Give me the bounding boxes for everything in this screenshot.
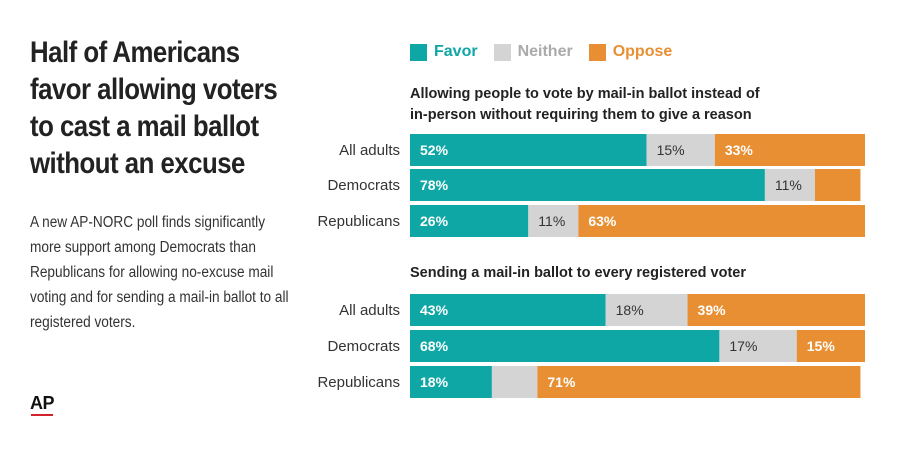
panel-1-bar-all-adults-oppose	[714, 134, 865, 166]
panel-1-category-all-adults: All adults	[339, 142, 400, 159]
legend-item-neither: Neither	[493, 43, 573, 61]
panel-1-bar-republicans-favor	[410, 205, 529, 237]
panel-2-label-democrats-favor: 68%	[420, 338, 449, 354]
panel-1-bar-republicans-oppose	[578, 205, 865, 237]
panel-1-bar-democrats-favor	[410, 169, 765, 201]
panel-1-label-democrats-favor: 78%	[420, 177, 449, 193]
panel-2-label-all-adults-neither: 18%	[616, 302, 644, 318]
panel-2-label-all-adults-favor: 43%	[420, 302, 449, 318]
panel-1-label-all-adults-neither: 15%	[657, 142, 685, 158]
panel-1-label-republicans-favor: 26%	[420, 213, 449, 229]
panel-2-bar-republicans-oppose	[537, 366, 861, 398]
legend-swatch-oppose	[588, 43, 606, 61]
legend-item-oppose: Oppose	[588, 43, 673, 61]
panel-1-bar-all-adults-neither	[646, 134, 715, 166]
panel-2-label-republicans-oppose: 71%	[547, 374, 576, 390]
panel-1-label-all-adults-favor: 52%	[420, 142, 449, 158]
panel-2-label-democrats-oppose: 15%	[807, 338, 836, 354]
panel-1-label-all-adults-oppose: 33%	[725, 142, 754, 158]
panel-2-label-all-adults-oppose: 39%	[698, 302, 727, 318]
panel-1-category-democrats: Democrats	[327, 177, 400, 194]
legend-label-neither: Neither	[517, 43, 573, 60]
panel-2-bar-all-adults-oppose	[687, 294, 865, 326]
headline: Half of Americans favor allowing voters …	[30, 36, 278, 180]
ap-logo: AP	[30, 393, 55, 413]
legend: Favor Neither Oppose	[410, 43, 688, 61]
panel-2-label-republicans-favor: 18%	[420, 374, 449, 390]
panel-1-bar-democrats-neither	[764, 169, 815, 201]
panel-1-label-democrats-neither: 11%	[775, 177, 802, 193]
panel-2-bar-democrats-favor	[410, 330, 720, 362]
panel-2-bar-all-adults-neither	[605, 294, 688, 326]
panel-2-category-democrats: Democrats	[327, 338, 400, 355]
legend-label-favor: Favor	[434, 43, 478, 60]
panel-2-category-all-adults: All adults	[339, 302, 400, 319]
panel-2-bar-democrats-neither	[719, 330, 797, 362]
panel-2-bar-republicans-favor	[410, 366, 492, 398]
description: A new AP-NORC poll finds significantly m…	[30, 214, 289, 331]
panel-1-category-republicans: Republicans	[317, 213, 400, 230]
panel-1-label-republicans-oppose: 63%	[588, 213, 617, 229]
panel-2-bar-democrats-oppose	[796, 330, 865, 362]
legend-swatch-neither	[493, 43, 511, 61]
panel-1-bar-all-adults-favor	[410, 134, 647, 166]
panel-1-bar-democrats-oppose	[814, 169, 861, 201]
panel-1-bar-republicans-neither	[528, 205, 579, 237]
legend-label-oppose: Oppose	[612, 43, 673, 60]
panel-1-title: Allowing people to vote by mail-in ballo…	[410, 86, 760, 123]
panel-2-label-democrats-neither: 17%	[729, 338, 757, 354]
panel-2-bar-republicans-neither	[491, 366, 538, 398]
panel-2-category-republicans: Republicans	[317, 374, 400, 391]
legend-swatch-favor	[410, 43, 427, 61]
ap-logo-underline	[31, 414, 53, 416]
panel-2-bar-all-adults-favor	[410, 294, 606, 326]
panel-2-title: Sending a mail-in ballot to every regist…	[410, 265, 746, 281]
legend-item-favor: Favor	[410, 43, 478, 61]
panel-1-label-republicans-neither: 11%	[538, 213, 565, 229]
